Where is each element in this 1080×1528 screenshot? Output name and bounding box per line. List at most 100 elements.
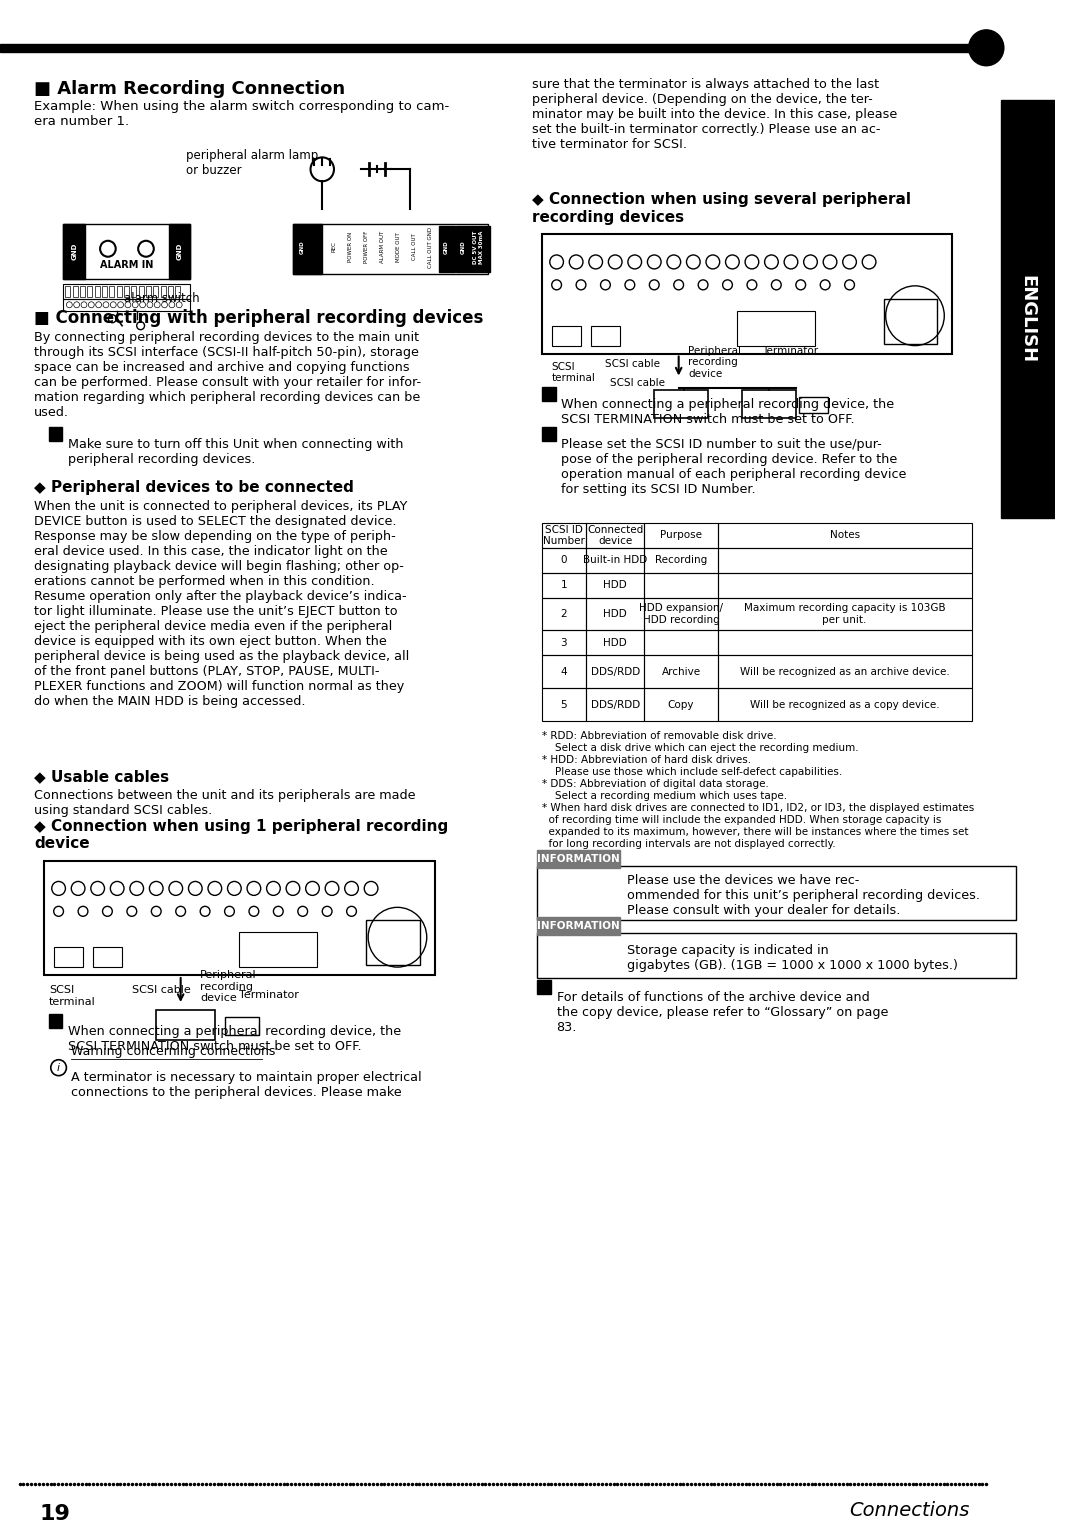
Text: Terminator: Terminator <box>761 345 818 356</box>
Bar <box>456 226 472 272</box>
Text: Will be recognized as a copy device.: Will be recognized as a copy device. <box>750 700 940 709</box>
Text: 3: 3 <box>561 637 567 648</box>
Bar <box>472 226 490 272</box>
Bar <box>718 573 972 597</box>
Bar <box>654 391 708 419</box>
Text: 1: 1 <box>561 581 567 590</box>
Text: Notes: Notes <box>829 530 860 541</box>
Bar <box>537 917 620 935</box>
Bar <box>146 286 151 296</box>
Bar <box>586 597 645 631</box>
Bar <box>95 286 99 296</box>
Text: ◆ Connection when using 1 peripheral recording
device: ◆ Connection when using 1 peripheral rec… <box>35 819 448 851</box>
FancyArrowPatch shape <box>53 446 57 451</box>
Text: Warning concerning connections: Warning concerning connections <box>71 1045 275 1057</box>
Text: DDS/RDD: DDS/RDD <box>591 700 639 709</box>
Text: SCSI cable: SCSI cable <box>606 359 661 368</box>
Text: CALL OUT: CALL OUT <box>411 234 417 260</box>
Bar <box>293 225 322 274</box>
Text: Maximum recording capacity is 103GB
per unit.: Maximum recording capacity is 103GB per … <box>744 604 945 625</box>
Text: GND: GND <box>177 243 183 260</box>
Text: ALARM OUT: ALARM OUT <box>380 231 386 263</box>
Bar <box>883 299 937 344</box>
Text: Peripheral
recording
device: Peripheral recording device <box>688 345 742 379</box>
Bar <box>132 286 136 296</box>
Text: When connecting a peripheral recording device, the
SCSI TERMINATION switch must : When connecting a peripheral recording d… <box>68 1025 402 1053</box>
Text: Please use those which include self-defect capabilities.: Please use those which include self-defe… <box>542 767 842 776</box>
Text: When connecting a peripheral recording device, the
SCSI TERMINATION switch must : When connecting a peripheral recording d… <box>562 399 894 426</box>
Bar <box>738 310 815 345</box>
Text: HDD: HDD <box>604 581 627 590</box>
Text: GND: GND <box>444 240 449 254</box>
Text: Peripheral
recording
device: Peripheral recording device <box>200 970 257 1004</box>
Text: CALL OUT GND: CALL OUT GND <box>428 226 433 267</box>
Bar <box>240 932 318 967</box>
Text: GND: GND <box>71 243 77 260</box>
Text: POWER OFF: POWER OFF <box>364 231 368 263</box>
Text: Storage capacity is indicated in
gigabytes (GB). (1GB = 1000 x 1000 x 1000 bytes: Storage capacity is indicated in gigabyt… <box>626 944 958 972</box>
Text: ENGLISH: ENGLISH <box>1018 275 1037 362</box>
Bar <box>645 597 718 631</box>
Text: sure that the terminator is always attached to the last
peripheral device. (Depe: sure that the terminator is always attac… <box>532 78 897 151</box>
Text: 0: 0 <box>561 555 567 565</box>
Bar <box>153 286 158 296</box>
Bar <box>542 549 586 573</box>
Bar <box>552 325 581 345</box>
Text: * DDS: Abbreviation of digital data storage.: * DDS: Abbreviation of digital data stor… <box>542 779 769 788</box>
Text: Select a recording medium which uses tape.: Select a recording medium which uses tap… <box>542 792 787 801</box>
Bar <box>542 388 555 402</box>
Bar <box>645 549 718 573</box>
Bar <box>117 286 122 296</box>
Circle shape <box>969 31 1003 66</box>
Text: When the unit is connected to peripheral devices, its PLAY
DEVICE button is used: When the unit is connected to peripheral… <box>35 500 409 707</box>
Text: DC 5V OUT
MAX 30mA: DC 5V OUT MAX 30mA <box>473 231 484 264</box>
Text: Recording: Recording <box>654 555 707 565</box>
Bar <box>102 286 107 296</box>
Bar <box>537 979 551 995</box>
Bar <box>586 573 645 597</box>
Bar <box>586 523 645 549</box>
Text: By connecting peripheral recording devices to the main unit
through its SCSI int: By connecting peripheral recording devic… <box>35 330 421 419</box>
Text: for long recording intervals are not displayed correctly.: for long recording intervals are not dis… <box>542 839 836 848</box>
Bar <box>591 325 620 345</box>
Text: * RDD: Abbreviation of removable disk drive.: * RDD: Abbreviation of removable disk dr… <box>542 730 777 741</box>
Text: expanded to its maximum, however, there will be instances where the times set: expanded to its maximum, however, there … <box>542 827 969 837</box>
Text: 5: 5 <box>561 700 567 709</box>
Bar <box>645 631 718 656</box>
Text: 2: 2 <box>561 610 567 619</box>
Bar <box>72 286 78 296</box>
Bar <box>366 920 420 966</box>
Text: ■ Alarm Recording Connection: ■ Alarm Recording Connection <box>35 79 346 98</box>
Text: SCSI
terminal: SCSI terminal <box>49 986 95 1007</box>
Bar <box>742 391 796 419</box>
FancyArrowPatch shape <box>53 1033 57 1038</box>
Text: Select a disk drive which can eject the recording medium.: Select a disk drive which can eject the … <box>542 743 859 753</box>
Text: INFORMATION: INFORMATION <box>537 921 620 931</box>
Text: For details of functions of the archive device and
the copy device, please refer: For details of functions of the archive … <box>556 992 888 1034</box>
Text: Connections between the unit and its peripherals are made
using standard SCSI ca: Connections between the unit and its per… <box>35 788 416 817</box>
Text: Terminator: Terminator <box>240 990 299 999</box>
Text: ◆ Usable cables: ◆ Usable cables <box>35 769 170 784</box>
Bar <box>124 286 129 296</box>
Bar <box>49 428 63 442</box>
Bar <box>87 286 92 296</box>
Bar <box>64 284 190 299</box>
Bar <box>157 1010 215 1041</box>
Bar <box>80 286 85 296</box>
Text: i: i <box>57 1062 60 1073</box>
Bar <box>586 549 645 573</box>
Text: Copy: Copy <box>667 700 694 709</box>
Bar <box>54 947 83 967</box>
Bar <box>542 428 555 442</box>
Text: HDD: HDD <box>604 610 627 619</box>
Text: peripheral alarm lamp
or buzzer: peripheral alarm lamp or buzzer <box>186 150 318 177</box>
Text: SCSI
terminal: SCSI terminal <box>552 362 595 384</box>
Text: 19: 19 <box>39 1504 70 1523</box>
Bar <box>0 44 986 52</box>
Bar <box>168 286 173 296</box>
Bar <box>645 656 718 688</box>
FancyArrowPatch shape <box>545 406 551 411</box>
Text: INFORMATION: INFORMATION <box>537 854 620 863</box>
Bar <box>109 286 114 296</box>
Bar <box>586 631 645 656</box>
